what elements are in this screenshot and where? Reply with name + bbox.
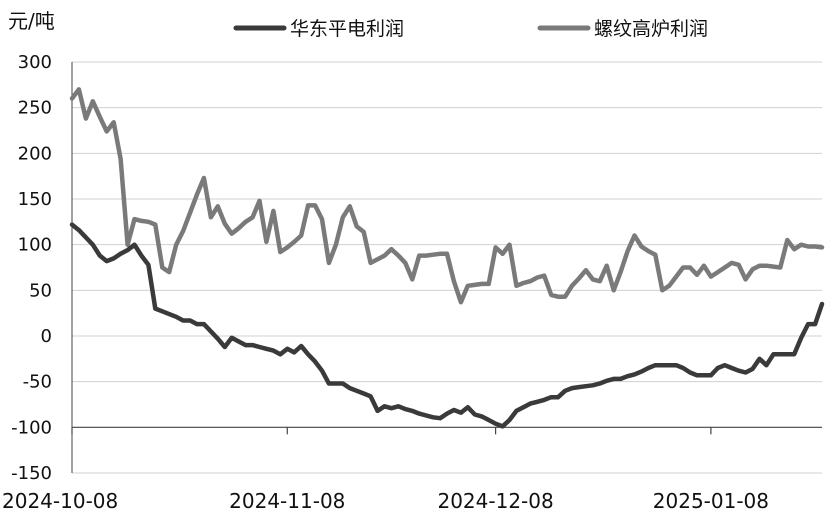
y-tick-label: -150 bbox=[11, 463, 52, 484]
y-tick-label: -50 bbox=[23, 372, 52, 393]
series-line-0 bbox=[69, 222, 825, 429]
y-axis-unit-label: 元/吨 bbox=[8, 9, 55, 33]
axes: 元/吨 -150 -100 -50 0 50 100 150 200 250 300 2024-10… bbox=[2, 9, 822, 513]
y-tick-label: 250 bbox=[18, 98, 52, 119]
legend-label-luowen-gaolu: 螺纹高炉利润 bbox=[594, 18, 708, 40]
x-tick-label: 2025-01-08 bbox=[653, 489, 769, 513]
y-tick-label: -100 bbox=[11, 417, 52, 438]
y-tick-label: 100 bbox=[18, 235, 52, 256]
x-tick-label: 2024-11-08 bbox=[229, 489, 345, 513]
x-tick-label: 2024-10-08 bbox=[2, 489, 118, 513]
legend: 华东平电利润 螺纹高炉利润 bbox=[233, 18, 708, 40]
y-tick-label: 150 bbox=[18, 189, 52, 210]
y-tick-label: 0 bbox=[41, 326, 52, 347]
y-tick-label: 200 bbox=[18, 143, 52, 164]
y-tick-label: 300 bbox=[18, 52, 52, 73]
series-lines bbox=[69, 87, 825, 429]
legend-label-huadong-pingdian: 华东平电利润 bbox=[290, 18, 404, 40]
y-tick-label: 50 bbox=[29, 280, 52, 301]
series-line-1 bbox=[69, 87, 825, 305]
x-tick-label: 2024-12-08 bbox=[437, 489, 553, 513]
